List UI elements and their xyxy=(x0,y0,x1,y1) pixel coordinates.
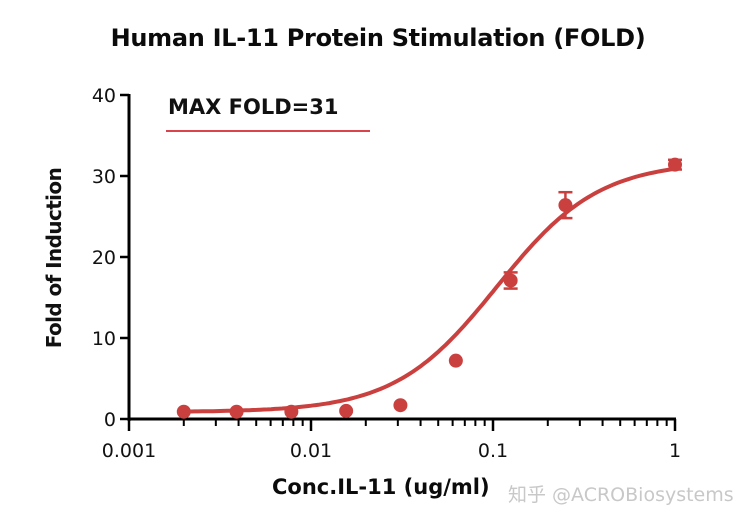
y-tick-label: 20 xyxy=(92,247,116,269)
x-tick-label: 0.1 xyxy=(478,440,508,462)
x-axis-label: Conc.IL-11 (ug/ml) xyxy=(272,475,490,499)
y-tick-label: 0 xyxy=(104,409,116,431)
max-fold-annotation: MAX FOLD=31 xyxy=(168,95,339,119)
y-tick-label: 30 xyxy=(92,166,116,188)
data-point xyxy=(393,398,408,413)
chart-title: Human IL-11 Protein Stimulation (FOLD) xyxy=(110,24,646,52)
axes: 0 10 20 30 40 0.001 0.01 0.1 1 xyxy=(92,85,681,462)
y-tick-label: 10 xyxy=(92,328,116,350)
x-tick-label: 0.01 xyxy=(290,440,332,462)
data-point xyxy=(668,157,682,172)
data-point xyxy=(176,404,191,419)
watermark: 知乎 @ACROBiosystems xyxy=(508,484,734,506)
y-tick-label: 40 xyxy=(92,85,116,107)
data-point xyxy=(229,404,244,419)
data-point xyxy=(284,404,299,419)
x-tick-label: 1 xyxy=(669,440,681,462)
annotation-underline xyxy=(166,130,370,132)
fit-curve xyxy=(181,166,677,414)
x-tick-label: 0.001 xyxy=(102,440,156,462)
data-point xyxy=(448,353,463,368)
data-point xyxy=(339,403,354,418)
data-point xyxy=(503,271,518,290)
data-point xyxy=(558,190,573,220)
data-points xyxy=(176,157,682,419)
